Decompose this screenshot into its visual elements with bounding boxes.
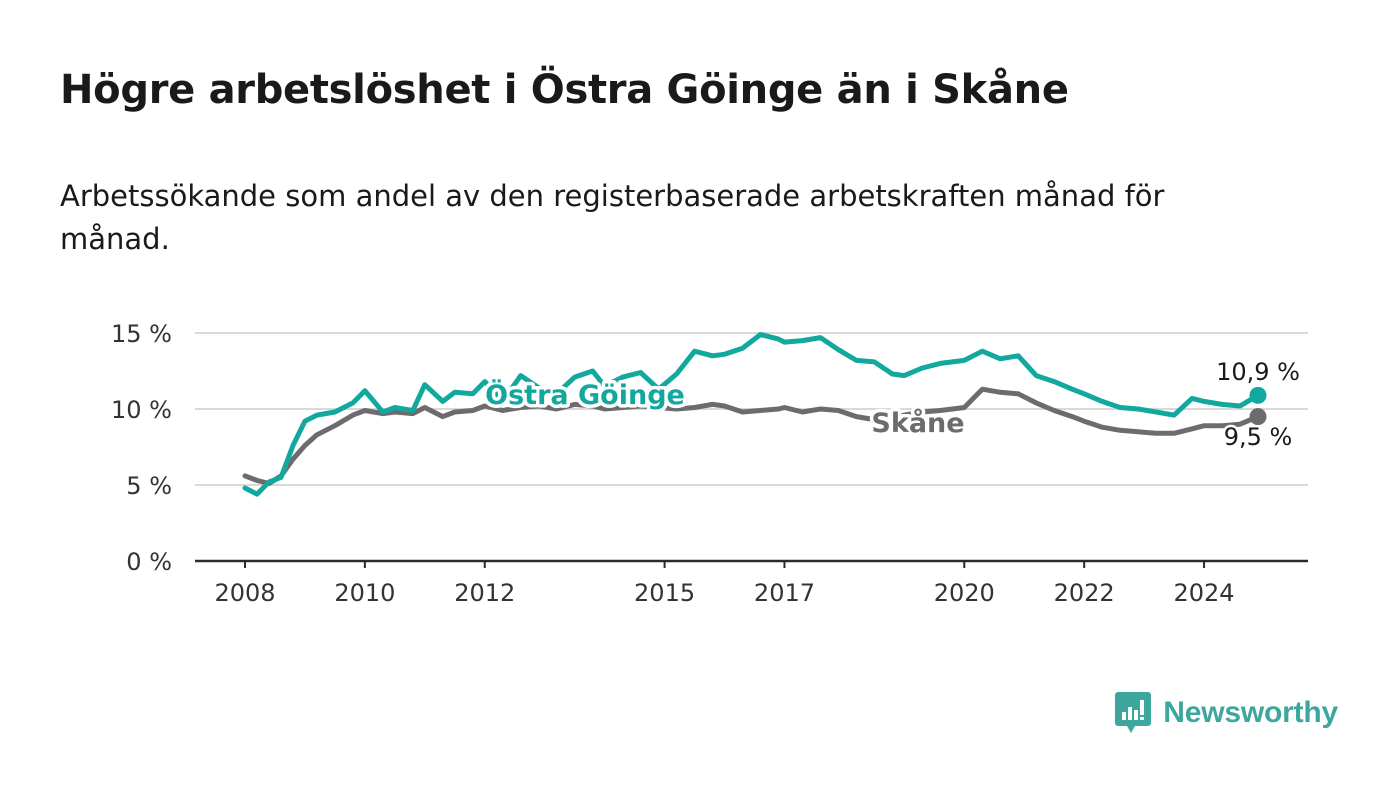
page-subtitle: Arbetssökande som andel av den registerb…: [60, 179, 1165, 256]
x-tick-label: 2010: [334, 579, 395, 607]
y-tick-label: 0 %: [126, 548, 172, 576]
series-label-ostra-goinge: Östra Göinge: [485, 378, 685, 411]
x-tick-label: 2020: [934, 579, 995, 607]
newsworthy-logo-icon: [1115, 692, 1152, 733]
end-value-label-ostra-goinge: 10,9 %: [1216, 358, 1300, 386]
end-value-label-skane: 9,5 %: [1224, 423, 1293, 451]
page-title: Högre arbetslöshet i Östra Göinge än i S…: [60, 67, 1069, 113]
y-tick-label: 5 %: [126, 472, 172, 500]
y-axis-labels: 0 % 5 % 10 % 15 %: [111, 320, 172, 576]
ostra-goinge-line: [242, 332, 1261, 497]
y-tick-label: 10 %: [111, 396, 172, 424]
y-tick-label: 15 %: [111, 320, 172, 348]
x-tick-label: 2012: [454, 579, 515, 607]
x-tick-label: 2008: [214, 579, 275, 607]
skane-end-marker: [1249, 408, 1267, 426]
newsworthy-brand: Newsworthy: [1115, 692, 1338, 734]
x-tick-label: 2015: [634, 579, 695, 607]
x-tick-label: 2017: [754, 579, 815, 607]
brand-name: Newsworthy: [1163, 696, 1338, 729]
x-tick-label: 2024: [1174, 579, 1235, 607]
series-lines: [242, 332, 1267, 497]
ostra-goinge-end-marker: [1249, 386, 1267, 404]
x-axis: 2008 2010 2012 2015 2017 2020 2022 2024: [195, 559, 1308, 607]
series-labels: Östra Göinge Skåne 10,9 % 9,5 %: [482, 356, 1303, 454]
x-tick-label: 2022: [1054, 579, 1115, 607]
series-label-skane: Skåne: [871, 407, 964, 439]
